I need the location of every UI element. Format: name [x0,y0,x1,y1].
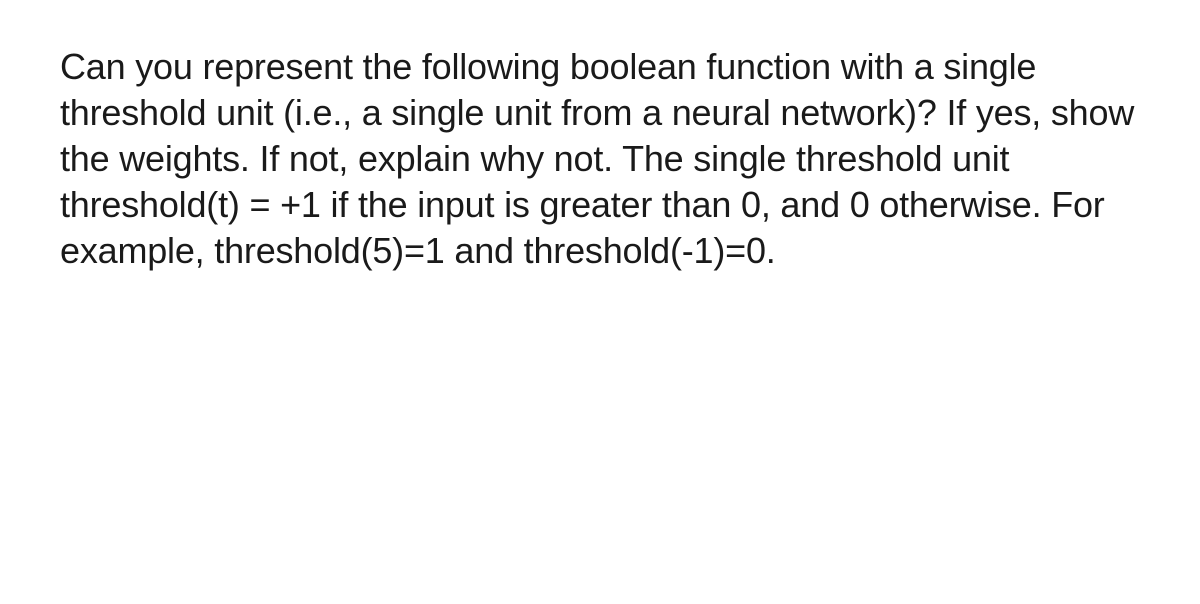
question-container: Can you represent the following boolean … [0,0,1200,274]
question-text: Can you represent the following boolean … [60,44,1140,274]
